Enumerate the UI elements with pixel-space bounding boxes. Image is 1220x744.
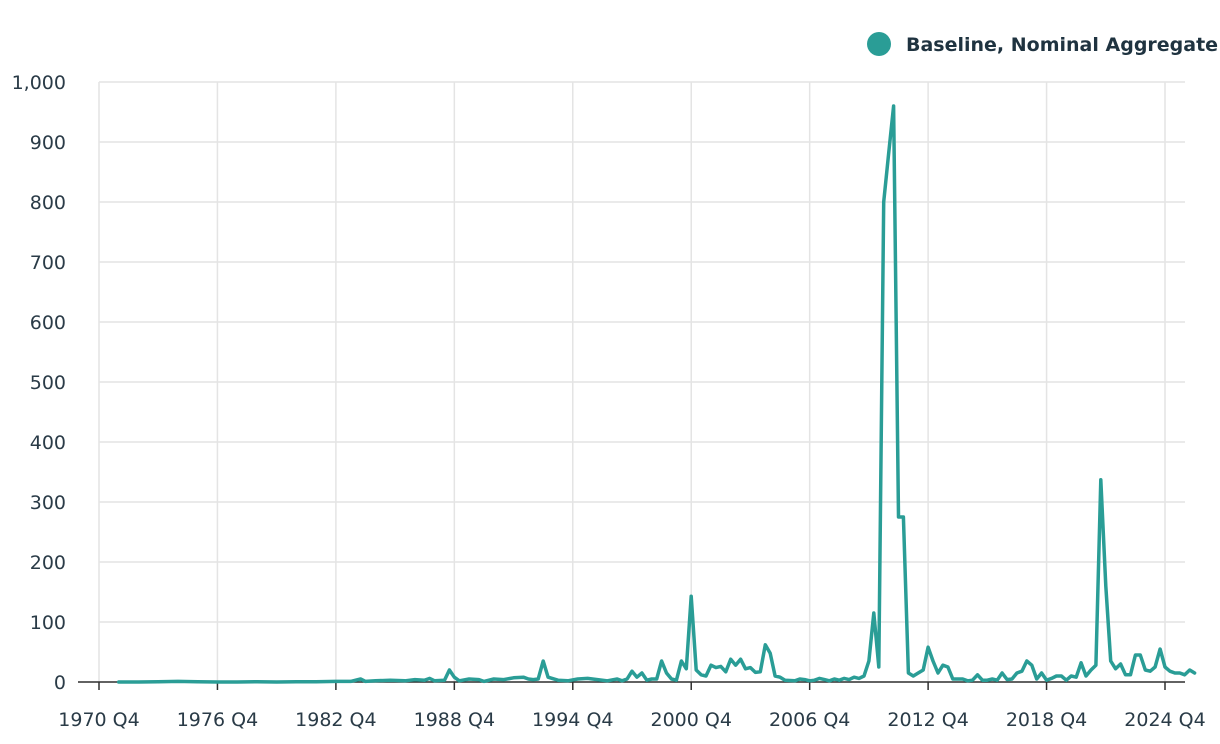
x-tick-label: 1976 Q4 [177, 709, 258, 731]
x-tick-label: 2000 Q4 [651, 709, 732, 731]
y-tick-label: 100 [30, 612, 66, 634]
y-tick-label: 0 [54, 672, 66, 694]
x-tick-label: 1994 Q4 [532, 709, 613, 731]
gridlines [98, 81, 1185, 682]
y-tick-label: 800 [30, 192, 66, 214]
y-tick-label: 900 [30, 132, 66, 154]
y-tick-label: 400 [30, 432, 66, 454]
series-layer [116, 104, 1197, 684]
series-line[interactable] [116, 104, 1197, 684]
y-tick-label: 500 [30, 372, 66, 394]
x-tick-label: 2012 Q4 [887, 709, 968, 731]
y-tick-label: 700 [30, 252, 66, 274]
axes: 0 100 200 300 400 500 600 700 800 900 1,000 1970 Q4… [12, 72, 1206, 731]
legend-swatch[interactable] [867, 32, 891, 56]
y-tick-label: 600 [30, 312, 66, 334]
x-tick-label: 1982 Q4 [295, 709, 376, 731]
y-tick-label: 1,000 [12, 72, 66, 94]
x-tick-label: 2018 Q4 [1006, 709, 1087, 731]
y-tick-label: 300 [30, 492, 66, 514]
legend-label[interactable]: Baseline, Nominal Aggregate [906, 34, 1218, 56]
x-tick-label: 1970 Q4 [58, 709, 139, 731]
y-tick-label: 200 [30, 552, 66, 574]
legend[interactable]: Baseline, Nominal Aggregate [867, 32, 1218, 56]
x-tick-label: 2006 Q4 [769, 709, 850, 731]
x-tick-label: 1988 Q4 [414, 709, 495, 731]
x-tick-label: 2024 Q4 [1124, 709, 1205, 731]
